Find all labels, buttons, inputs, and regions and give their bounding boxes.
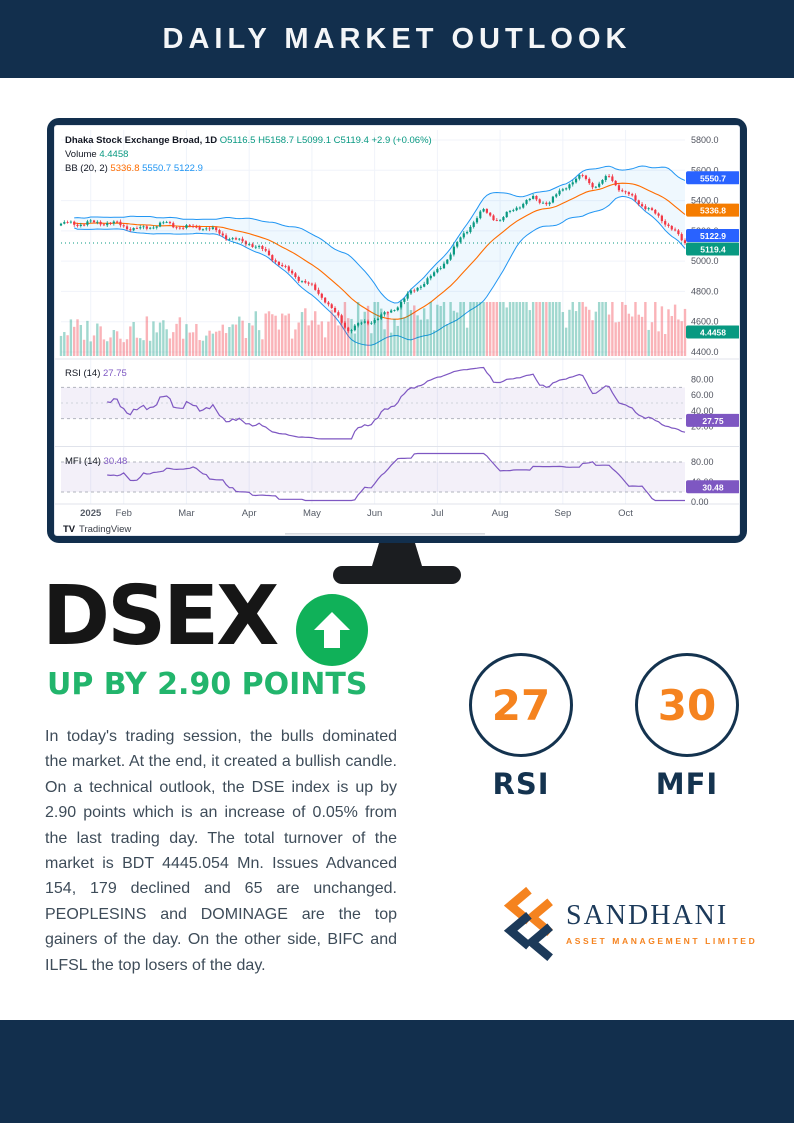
svg-text:TV: TV (63, 524, 76, 535)
mfi-gauge-circle: 30 (635, 653, 739, 757)
indicator-gauges: 27 RSI 30 MFI (462, 653, 746, 801)
market-summary-text: In today's trading session, the bulls do… (45, 728, 397, 974)
monitor-frame: 5800.05600.05400.05200.05000.04800.04600… (47, 118, 747, 543)
svg-text:5400.0: 5400.0 (691, 196, 719, 206)
rsi-gauge: 27 RSI (462, 653, 580, 801)
svg-text:4400.0: 4400.0 (691, 347, 719, 357)
svg-text:TradingView: TradingView (79, 524, 131, 535)
svg-text:27.75: 27.75 (702, 416, 724, 426)
report-title: DAILY MARKET OUTLOOK (162, 22, 632, 55)
rsi-value: 27 (491, 680, 551, 730)
svg-text:4.4458: 4.4458 (700, 328, 726, 338)
svg-text:80.00: 80.00 (691, 375, 714, 385)
svg-text:MFI (14) 30.48: MFI (14) 30.48 (65, 456, 127, 467)
svg-text:2025: 2025 (80, 508, 102, 519)
report-footer: +8802- 47119677 +8801858281050 16 Motijh… (0, 1020, 794, 1123)
tradingview-chart: 5800.05600.05400.05200.05000.04800.04600… (54, 125, 740, 536)
mfi-value: 30 (657, 680, 717, 730)
svg-text:5800.0: 5800.0 (691, 135, 719, 145)
svg-text:Apr: Apr (242, 508, 257, 519)
svg-text:May: May (303, 508, 321, 519)
mfi-gauge: 30 MFI (628, 653, 746, 801)
svg-text:5119.4: 5119.4 (700, 245, 726, 255)
rsi-label: RSI (492, 767, 550, 801)
up-arrow-icon (296, 594, 368, 666)
points-change-subtitle: UP BY 2.90 POINTS (47, 667, 368, 702)
svg-text:Aug: Aug (492, 508, 509, 519)
svg-text:40.00: 40.00 (691, 406, 714, 416)
svg-text:Feb: Feb (116, 508, 132, 519)
mfi-label: MFI (655, 767, 719, 801)
brand-name: SANDHANI (566, 900, 729, 931)
rsi-gauge-circle: 27 (469, 653, 573, 757)
svg-text:0.00: 0.00 (691, 497, 709, 507)
svg-text:RSI (14) 27.75: RSI (14) 27.75 (65, 368, 127, 379)
svg-text:Jun: Jun (367, 508, 382, 519)
svg-text:Dhaka Stock Exchange Broad, 1D: Dhaka Stock Exchange Broad, 1D O5116.5 H… (65, 135, 432, 146)
svg-text:5336.8: 5336.8 (700, 206, 726, 216)
brand-logo: SANDHANI ASSET MANAGEMENT LIMITED (500, 884, 757, 962)
svg-text:4800.0: 4800.0 (691, 286, 719, 296)
svg-text:80.00: 80.00 (691, 457, 714, 467)
svg-text:5550.7: 5550.7 (700, 173, 726, 183)
svg-text:BB (20, 2) 5336.8 5550.7 51: BB (20, 2) 5336.8 5550.7 5122.9 (65, 163, 203, 174)
svg-text:Sep: Sep (554, 508, 571, 519)
brand-mark-icon (503, 886, 553, 962)
monitor-stand-neck (372, 543, 422, 566)
monitor-stand-base (333, 566, 461, 584)
svg-text:5600.0: 5600.0 (691, 165, 719, 175)
svg-text:30.48: 30.48 (702, 482, 724, 492)
svg-text:5122.9: 5122.9 (700, 231, 726, 241)
chart-canvas: 5800.05600.05400.05200.05000.04800.04600… (55, 130, 739, 535)
svg-text:5000.0: 5000.0 (691, 256, 719, 266)
svg-text:Oct: Oct (618, 508, 633, 519)
brand-tagline: ASSET MANAGEMENT LIMITED (566, 936, 758, 946)
svg-text:4600.0: 4600.0 (691, 317, 719, 327)
svg-text:60.00: 60.00 (691, 390, 714, 400)
svg-text:Jul: Jul (431, 508, 443, 519)
index-name: DSEX (42, 569, 279, 664)
svg-text:Volume 4.4458: Volume 4.4458 (65, 149, 128, 160)
report-header: DAILY MARKET OUTLOOK (0, 0, 794, 78)
svg-text:Mar: Mar (178, 508, 194, 519)
